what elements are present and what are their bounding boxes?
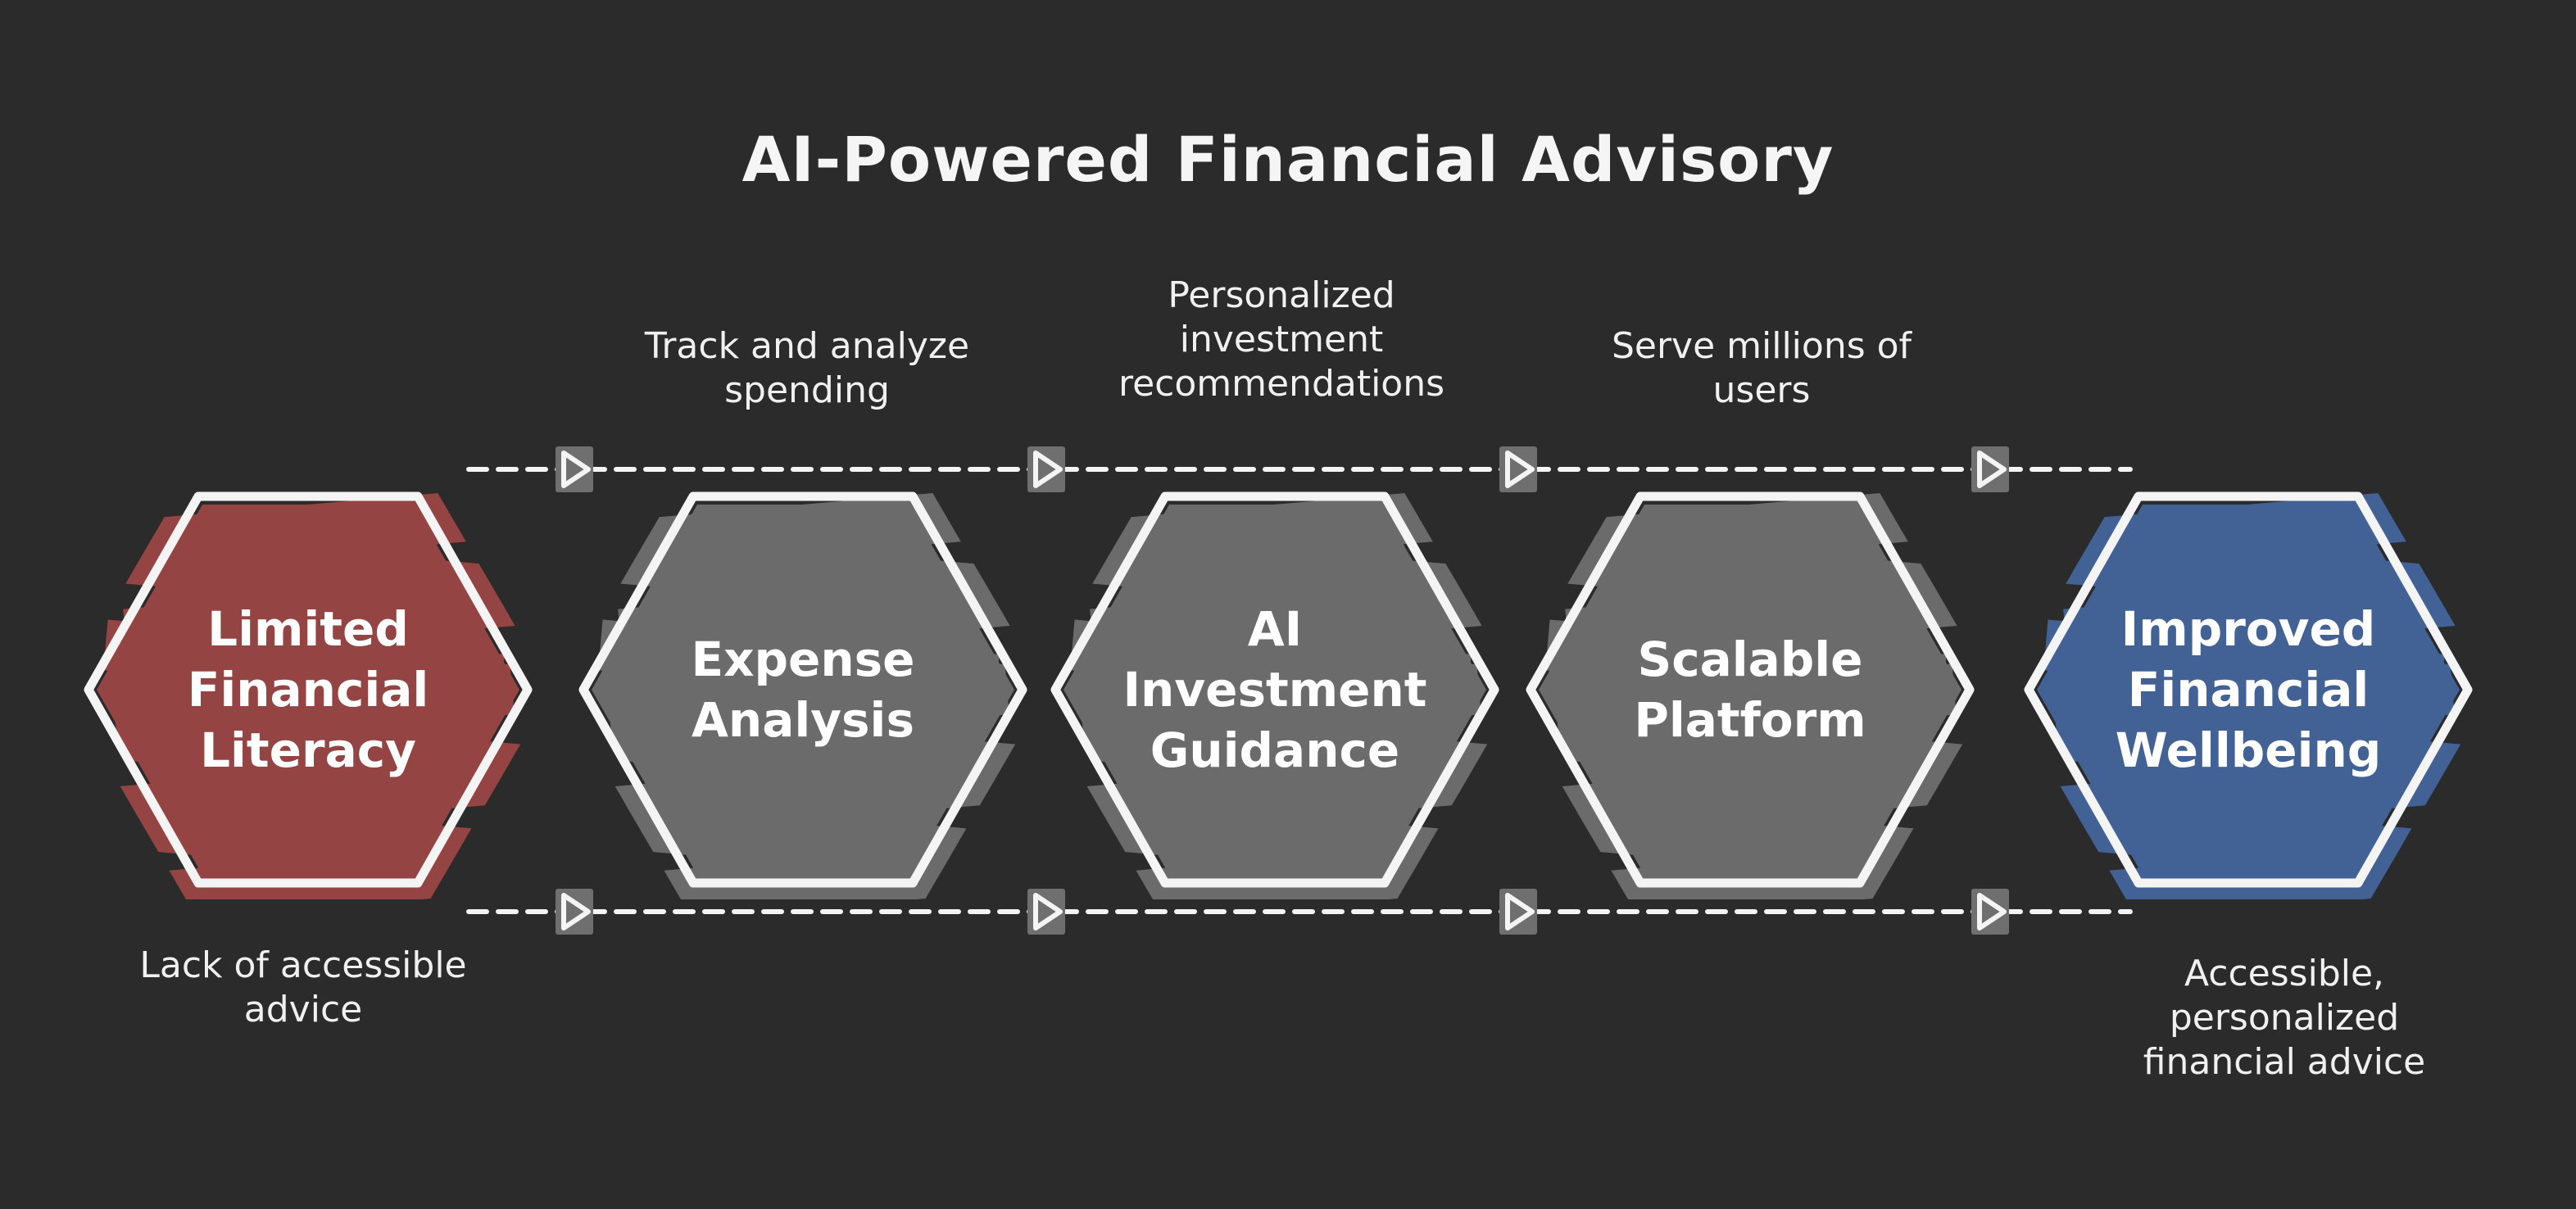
play-arrow-icon: [1499, 446, 1537, 492]
hexagon-step-4: [1526, 487, 1975, 899]
hexagon-step-2: [578, 487, 1027, 899]
top-caption-1: Track and analyze spending: [594, 324, 1020, 413]
play-arrow-icon: [1499, 889, 1537, 935]
play-arrow-icon: [1027, 889, 1065, 935]
play-arrow-icon: [556, 889, 593, 935]
step-label-line: Financial: [187, 662, 429, 718]
bottom-caption-1: Lack of accessible advice: [90, 944, 516, 1032]
top-caption-2: Personalized investment recommendations: [1068, 274, 1494, 406]
step-label-line: AI: [1247, 601, 1303, 657]
step-label-line: Expense: [691, 632, 915, 687]
caption-line: Personalized: [1168, 274, 1395, 316]
caption-line: Track and analyze: [644, 325, 970, 367]
diagram-title: AI-Powered Financial Advisory: [742, 123, 1834, 196]
step-label-3: AI Investment Guidance: [1095, 567, 1455, 813]
step-label-line: Platform: [1634, 692, 1866, 748]
caption-line: financial advice: [2143, 1041, 2426, 1083]
caption-line: spending: [724, 369, 890, 411]
play-arrow-icon: [1027, 446, 1065, 492]
caption-line: personalized: [2169, 997, 2400, 1039]
step-label-line: Limited: [207, 601, 409, 657]
caption-line: investment: [1179, 319, 1384, 360]
step-label-line: Scalable: [1637, 632, 1863, 687]
caption-line: advice: [243, 989, 363, 1030]
caption-line: Accessible,: [2184, 953, 2385, 994]
caption-line: Lack of accessible: [139, 944, 467, 986]
play-arrow-icon: [556, 446, 593, 492]
step-label-2: Expense Analysis: [623, 567, 983, 813]
caption-line: users: [1712, 369, 1811, 411]
caption-line: recommendations: [1118, 363, 1445, 405]
play-arrow-icon: [1971, 889, 2009, 935]
step-label-line: Analysis: [692, 692, 914, 748]
step-label-line: Literacy: [200, 722, 416, 778]
top-caption-3: Serve millions of users: [1549, 324, 1975, 413]
caption-line: Serve millions of: [1611, 325, 1912, 367]
bottom-caption-2: Accessible, personalized financial advice: [2071, 952, 2497, 1084]
step-label-5: Improved Financial Wellbeing: [2068, 567, 2429, 813]
step-label-line: Financial: [2127, 662, 2370, 718]
step-label-line: Guidance: [1150, 722, 1400, 778]
step-label-line: Wellbeing: [2115, 722, 2382, 778]
play-arrow-icon: [1971, 446, 2009, 492]
step-label-line: Improved: [2120, 601, 2376, 657]
hexagon-step-3: [1050, 487, 1499, 899]
hexagon-step-1: [84, 487, 533, 899]
step-label-4: Scalable Platform: [1570, 567, 1930, 813]
step-label-line: Investment: [1122, 662, 1427, 718]
hexagon-step-5: [2024, 487, 2473, 899]
step-label-1: Limited Financial Literacy: [128, 567, 488, 813]
